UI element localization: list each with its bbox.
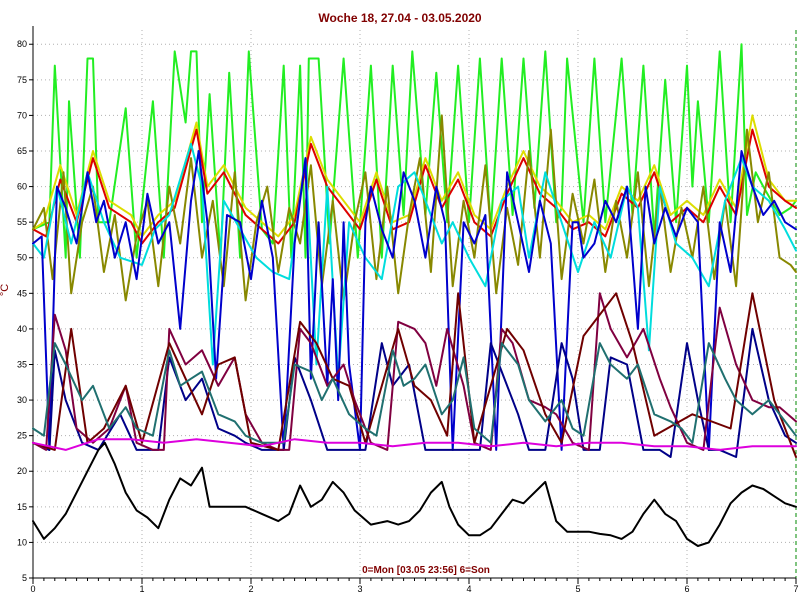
y-tick-label: 60 xyxy=(17,182,27,192)
series-line-12 xyxy=(32,441,797,547)
series-line-3 xyxy=(32,128,797,245)
x-tick-label: 1 xyxy=(139,584,144,594)
x-tick-label: 4 xyxy=(466,584,471,594)
y-tick-label: 10 xyxy=(17,537,27,547)
y-tick-label: 20 xyxy=(17,466,27,476)
series-line-11 xyxy=(32,438,797,451)
x-tick-label: 6 xyxy=(684,584,689,594)
y-tick-label: 65 xyxy=(17,146,27,156)
series-line-9 xyxy=(32,292,797,458)
y-tick-label: 30 xyxy=(17,395,27,405)
series-line-4 xyxy=(32,114,797,302)
series-line-2 xyxy=(32,114,797,238)
x-tick-label: 0 xyxy=(30,584,35,594)
x-tick-label: 3 xyxy=(357,584,362,594)
x-tick-label: 5 xyxy=(575,584,580,594)
series-line-1 xyxy=(32,43,797,259)
series-line-7 xyxy=(32,327,797,458)
x-axis-caption: 0=Mon [03.05 23:56] 6=Son xyxy=(362,565,490,576)
y-tick-label: 35 xyxy=(17,359,27,369)
series-line-6 xyxy=(32,150,797,451)
y-tick-label: 40 xyxy=(17,324,27,334)
y-tick-label: 45 xyxy=(17,288,27,298)
chart-title: Woche 18, 27.04 - 03.05.2020 xyxy=(318,11,482,25)
y-tick-label: 75 xyxy=(17,75,27,85)
x-tick-label: 7 xyxy=(793,584,798,594)
y-tick-label: 80 xyxy=(17,39,27,49)
y-tick-label: 50 xyxy=(17,253,27,263)
series-layer xyxy=(32,43,797,547)
x-tick-label: 2 xyxy=(248,584,253,594)
series-line-5 xyxy=(32,142,797,380)
series-line-8 xyxy=(32,292,797,451)
y-tick-label: 55 xyxy=(17,217,27,227)
y-tick-label: 15 xyxy=(17,502,27,512)
y-tick-label: 25 xyxy=(17,431,27,441)
series-line-10 xyxy=(32,342,797,444)
y-axis-label: °C xyxy=(0,284,11,296)
y-tick-label: 70 xyxy=(17,110,27,120)
y-tick-label: 5 xyxy=(22,573,27,583)
